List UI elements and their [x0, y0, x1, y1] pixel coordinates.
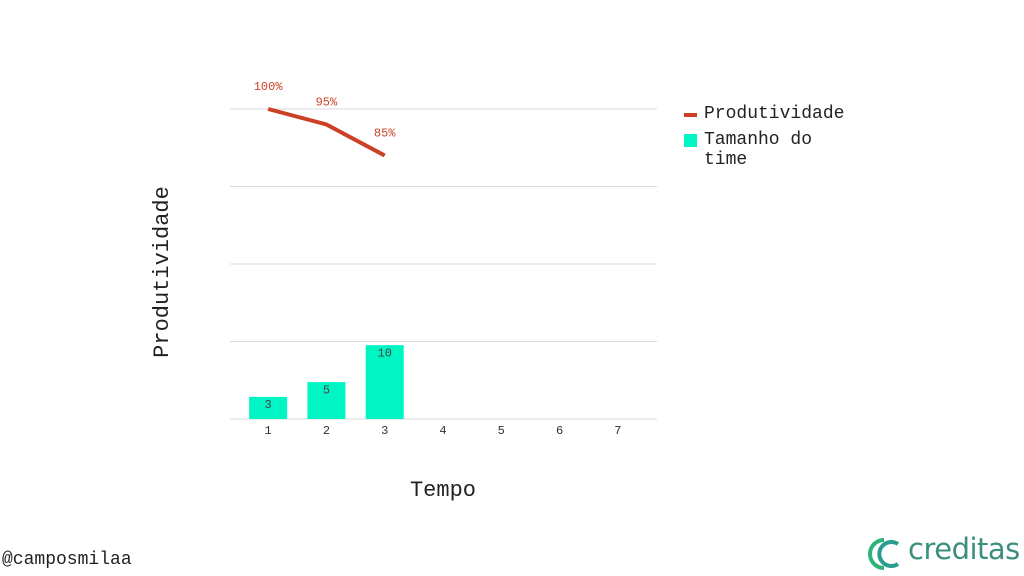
- x-tick-label: 6: [556, 424, 563, 438]
- bar-value-label: 3: [265, 398, 272, 412]
- x-tick-label: 5: [498, 424, 505, 438]
- line: [267, 107, 386, 158]
- brand-name: creditas: [908, 532, 1020, 566]
- x-tick-label: 7: [614, 424, 621, 438]
- bar-value-label: 5: [323, 383, 330, 397]
- x-tick-label: 3: [381, 424, 388, 438]
- legend: Produtividade Tamanho do time: [684, 104, 844, 176]
- bar: [249, 396, 288, 419]
- author-handle: @camposmilaa: [2, 550, 132, 570]
- legend-label: Tamanho do time: [704, 130, 813, 170]
- line-value-label: 85%: [374, 127, 396, 141]
- legend-item: Produtividade: [684, 104, 844, 124]
- brand-logo: [868, 538, 900, 570]
- legend-key: [684, 113, 697, 117]
- legend-item: Tamanho do time: [684, 130, 844, 170]
- bar-value-label: 10: [378, 346, 392, 360]
- y-axis-title: Produtividade: [150, 186, 175, 358]
- legend-key: [684, 134, 697, 147]
- x-axis-title: Tempo: [410, 478, 476, 503]
- x-tick-label: 1: [265, 424, 272, 438]
- line-value-label: 100%: [254, 80, 284, 94]
- x-tick-label: 2: [323, 424, 330, 438]
- line-value-label: 95%: [316, 96, 338, 110]
- legend-label: Produtividade: [704, 104, 845, 124]
- x-tick-label: 4: [439, 424, 446, 438]
- bar: [307, 382, 346, 419]
- bar: [365, 345, 404, 419]
